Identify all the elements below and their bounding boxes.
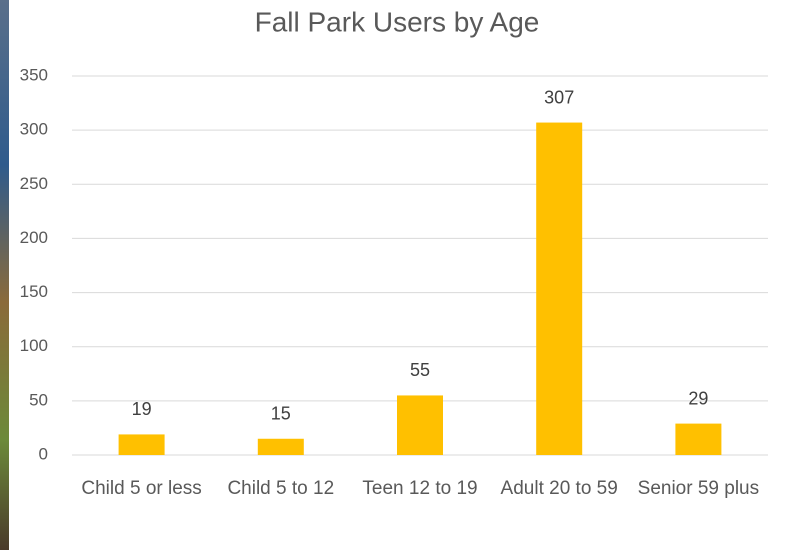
- bar: [118, 434, 165, 455]
- x-tick-label: Adult 20 to 59: [500, 478, 618, 499]
- y-tick-label: 350: [20, 65, 48, 84]
- x-tick-label: Child 5 or less: [81, 478, 202, 499]
- x-tick-label: Senior 59 plus: [637, 478, 760, 499]
- bar: [675, 423, 722, 455]
- y-tick-label: 250: [20, 174, 48, 193]
- bar: [257, 438, 304, 455]
- chart-title: Fall Park Users by Age: [255, 6, 540, 37]
- photo-strip: [0, 0, 9, 550]
- bar: [397, 395, 443, 455]
- value-label: 15: [271, 404, 291, 424]
- y-tick-label: 300: [20, 120, 48, 139]
- y-tick-label: 0: [39, 444, 48, 463]
- y-tick-label: 150: [20, 282, 48, 301]
- bar: [536, 122, 583, 455]
- y-tick-label: 200: [20, 228, 48, 247]
- value-label: 55: [410, 360, 430, 380]
- y-tick-label: 100: [20, 336, 48, 355]
- y-tick-label: 50: [29, 390, 48, 409]
- value-label: 29: [688, 388, 708, 408]
- value-label: 19: [132, 399, 152, 419]
- x-tick-label: Teen 12 to 19: [362, 478, 478, 499]
- x-tick-label: Child 5 to 12: [227, 478, 335, 499]
- value-label: 307: [544, 87, 574, 107]
